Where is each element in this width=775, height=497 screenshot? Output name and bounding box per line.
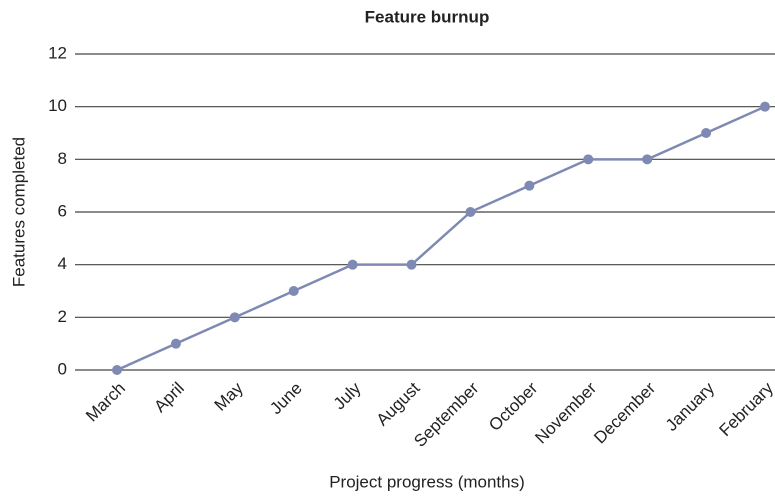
data-point [112, 365, 122, 375]
y-tick-label: 4 [58, 254, 67, 273]
data-point [701, 128, 712, 138]
x-tick-label: July [330, 378, 365, 413]
x-tick-label: February [715, 378, 775, 440]
y-tick-label: 0 [58, 359, 67, 378]
data-point [583, 154, 594, 165]
chart-title: Feature burnup [365, 7, 490, 26]
y-tick-label: 8 [58, 149, 67, 168]
data-point [229, 312, 240, 323]
y-tick-label: 6 [58, 201, 67, 220]
x-tick-label: September [410, 378, 482, 450]
x-tick-label: April [150, 379, 187, 416]
data-point [642, 154, 653, 165]
series-line [116, 105, 766, 372]
y-tick-label: 2 [58, 307, 67, 326]
y-axis-label: Features completed [9, 137, 28, 287]
data-point [288, 286, 299, 296]
x-tick-label: May [211, 378, 247, 414]
x-tick-label: November [531, 378, 600, 447]
data-point [524, 180, 535, 191]
x-tick-label: March [82, 379, 129, 426]
x-tick-label: June [266, 379, 306, 419]
data-point [170, 338, 181, 349]
x-axis-label: Project progress (months) [329, 472, 525, 491]
y-tick-label: 10 [48, 96, 67, 115]
y-tick-label: 12 [48, 43, 67, 62]
data-point [465, 207, 476, 217]
x-tick-label: December [590, 378, 659, 447]
x-tick-label: August [373, 378, 424, 429]
x-tick-label: October [485, 378, 541, 434]
x-tick-label: January [662, 378, 719, 435]
data-point [347, 259, 358, 270]
data-point [760, 101, 770, 112]
data-point [406, 259, 417, 270]
